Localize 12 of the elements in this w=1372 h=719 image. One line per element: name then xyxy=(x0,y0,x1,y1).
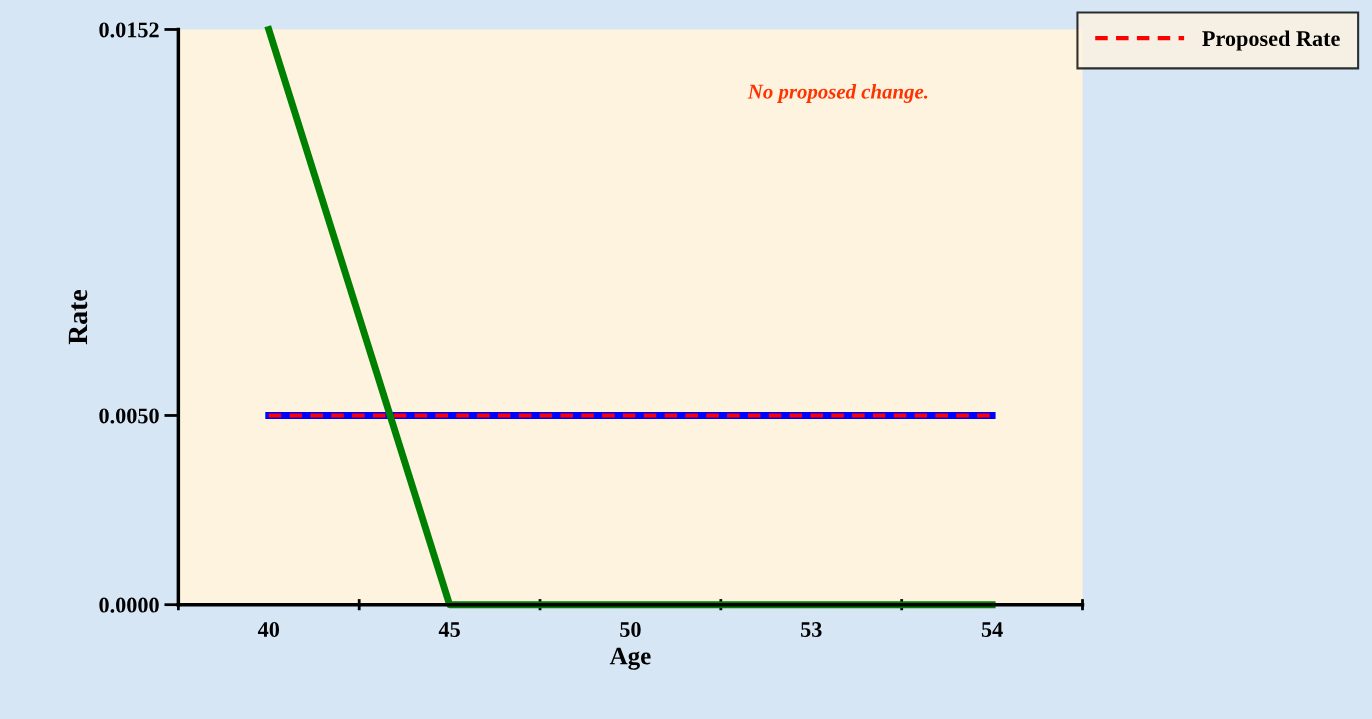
y-axis-title: Rate xyxy=(68,290,88,345)
x-axis-title: Age xyxy=(609,647,651,670)
y-tick-label: 0.0152 xyxy=(99,22,159,38)
x-tick-label: 45 xyxy=(438,622,460,637)
x-tick-label: 54 xyxy=(981,622,1003,637)
x-tick-label: 40 xyxy=(257,621,280,637)
x-tick-label: 50 xyxy=(620,621,641,637)
x-tick-label: 53 xyxy=(801,622,822,637)
legend-label: Proposed Rate xyxy=(1202,30,1340,51)
y-tick-label: 0.0050 xyxy=(99,408,159,424)
y-tick-label: 0.0000 xyxy=(99,597,159,613)
annotation: No proposed change. xyxy=(747,84,928,103)
